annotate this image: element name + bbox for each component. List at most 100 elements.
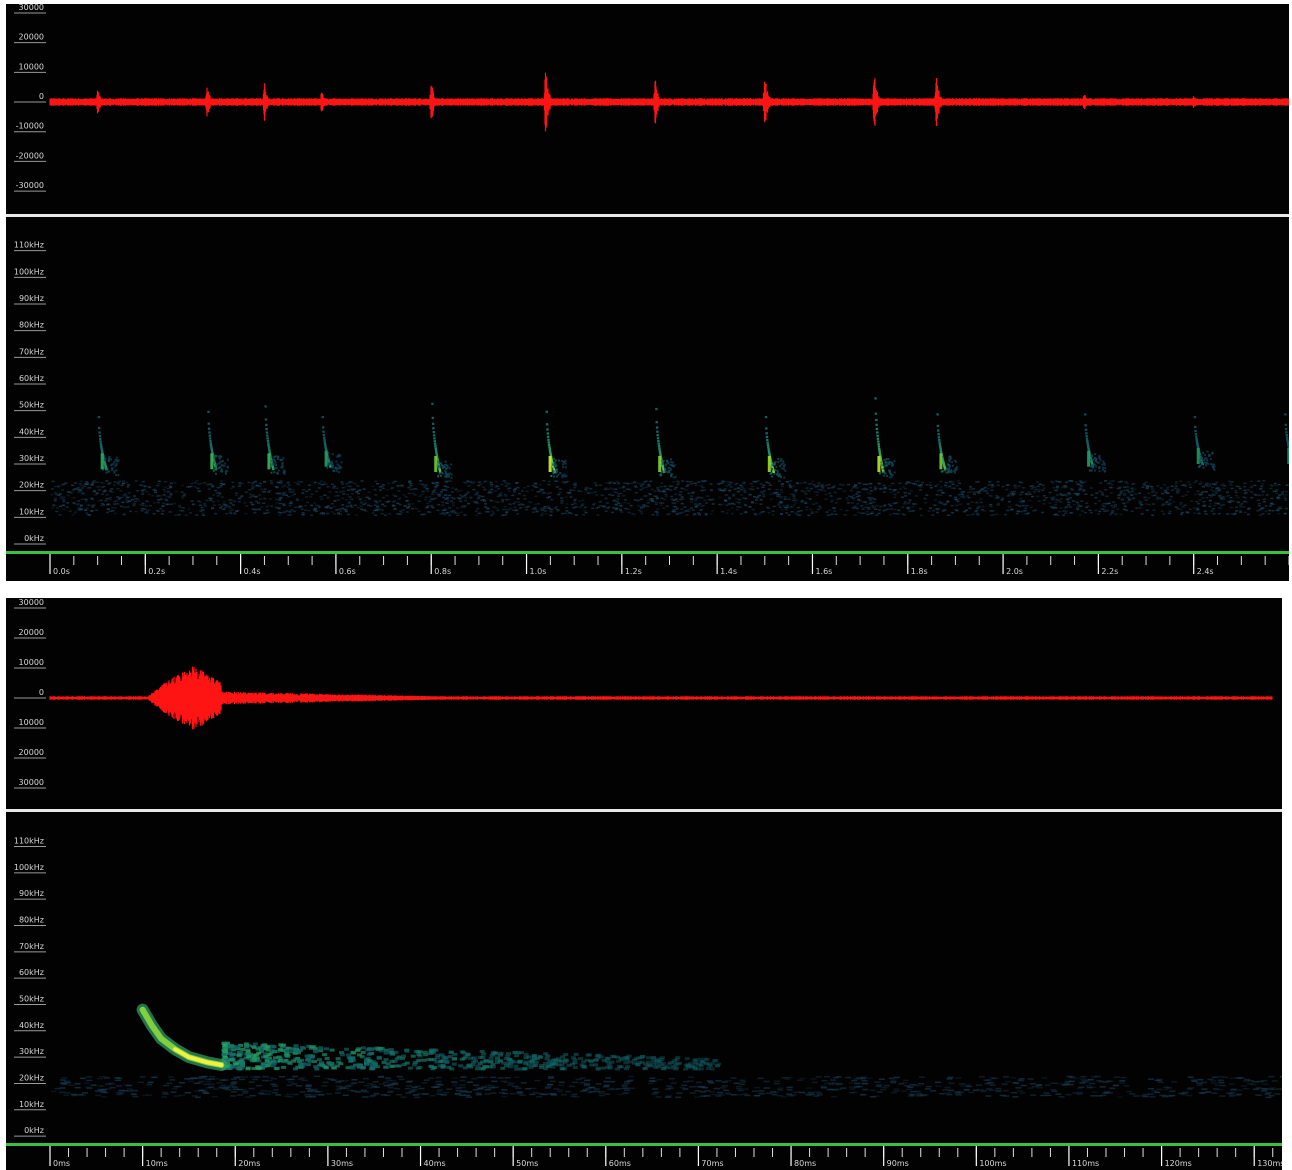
noise-speck (587, 1086, 594, 1089)
noise-speck (990, 489, 994, 491)
noise-speck (964, 1084, 971, 1086)
noise-speck (1069, 480, 1073, 482)
noise-speck (1253, 493, 1257, 496)
noise-speck (908, 481, 911, 484)
call-segment (1196, 445, 1200, 448)
noise-speck (126, 501, 129, 503)
noise-speck (308, 488, 311, 491)
noise-speck (780, 513, 783, 515)
noise-speck (1081, 510, 1085, 512)
noise-speck (972, 1089, 979, 1091)
call-segment (209, 444, 213, 447)
call-segment (1090, 460, 1093, 463)
noise-speck (1076, 494, 1080, 496)
call-segment (1194, 429, 1197, 433)
noise-speck (1249, 480, 1253, 482)
noise-speck (92, 480, 96, 482)
noise-speck (911, 505, 915, 508)
noise-speck (162, 488, 166, 491)
noise-speck (796, 1079, 803, 1081)
noise-speck (436, 1091, 443, 1093)
call-tail (667, 461, 670, 464)
noise-speck (488, 1086, 495, 1089)
noise-speck (267, 511, 270, 514)
noise-speck (612, 1088, 619, 1091)
noise-speck (211, 484, 215, 487)
noise-speck (505, 511, 509, 513)
call-tail (1097, 461, 1100, 464)
noise-speck (371, 1085, 377, 1088)
noise-speck (892, 512, 896, 515)
call-segment (208, 431, 211, 434)
noise-speck (889, 491, 893, 494)
noise-speck (626, 508, 630, 510)
call-segment (1084, 413, 1087, 416)
noise-speck (84, 509, 88, 511)
noise-speck (1134, 493, 1138, 495)
noise-speck (828, 492, 832, 495)
noise-speck (704, 1090, 711, 1092)
noise-speck (1214, 490, 1218, 492)
noise-speck (97, 499, 101, 502)
noise-speck (91, 498, 94, 501)
noise-speck (432, 489, 436, 492)
noise-speck (388, 500, 391, 502)
noise-speck (60, 497, 64, 500)
noise-speck (187, 1078, 194, 1081)
call-tail (954, 469, 957, 472)
noise-speck (120, 496, 124, 499)
noise-speck (1045, 1094, 1052, 1097)
call-tail (339, 454, 342, 457)
call-segment (207, 422, 210, 425)
noise-speck (592, 503, 596, 506)
noise-speck (74, 482, 78, 484)
noise-speck (721, 482, 725, 484)
noise-speck (564, 512, 568, 515)
noise-speck (100, 1090, 106, 1092)
call-tail (887, 458, 890, 461)
noise-speck (334, 1092, 341, 1094)
call-segment (266, 434, 269, 437)
noise-speck (481, 486, 485, 488)
noise-speck (743, 491, 747, 493)
noise-speck (964, 509, 968, 511)
noise-speck (840, 1087, 847, 1089)
noise-speck (263, 481, 267, 483)
noise-speck (878, 483, 882, 485)
noise-speck (145, 512, 149, 514)
noise-speck (985, 490, 989, 492)
noise-speck (160, 513, 164, 515)
noise-speck (891, 502, 895, 505)
call-tail (561, 460, 564, 463)
noise-speck (251, 494, 255, 496)
noise-speck (339, 513, 343, 515)
noise-speck (434, 488, 437, 490)
noise-speck (740, 1081, 747, 1083)
noise-speck (198, 1076, 205, 1078)
noise-speck (1211, 508, 1215, 510)
noise-speck (1085, 502, 1089, 504)
noise-speck (497, 488, 501, 490)
noise-speck (1274, 1093, 1281, 1095)
noise-speck (164, 498, 168, 501)
call-tail (783, 476, 786, 479)
noise-speck (882, 484, 886, 487)
noise-speck (504, 514, 508, 516)
call-tail (665, 463, 668, 466)
noise-speck (320, 480, 323, 482)
noise-speck (57, 485, 61, 488)
noise-speck (426, 502, 429, 505)
call-tail (102, 459, 105, 462)
noise-speck (340, 1087, 346, 1090)
call-segment (329, 465, 332, 468)
noise-speck (614, 507, 618, 510)
call-tail (662, 1065, 668, 1068)
noise-speck (1091, 1076, 1098, 1078)
noise-speck (780, 491, 784, 493)
noise-speck (1108, 482, 1112, 484)
call-tail (607, 1066, 613, 1070)
noise-speck (133, 495, 136, 497)
noise-speck (209, 1083, 216, 1086)
noise-speck (868, 499, 872, 501)
noise-speck (61, 1077, 68, 1079)
